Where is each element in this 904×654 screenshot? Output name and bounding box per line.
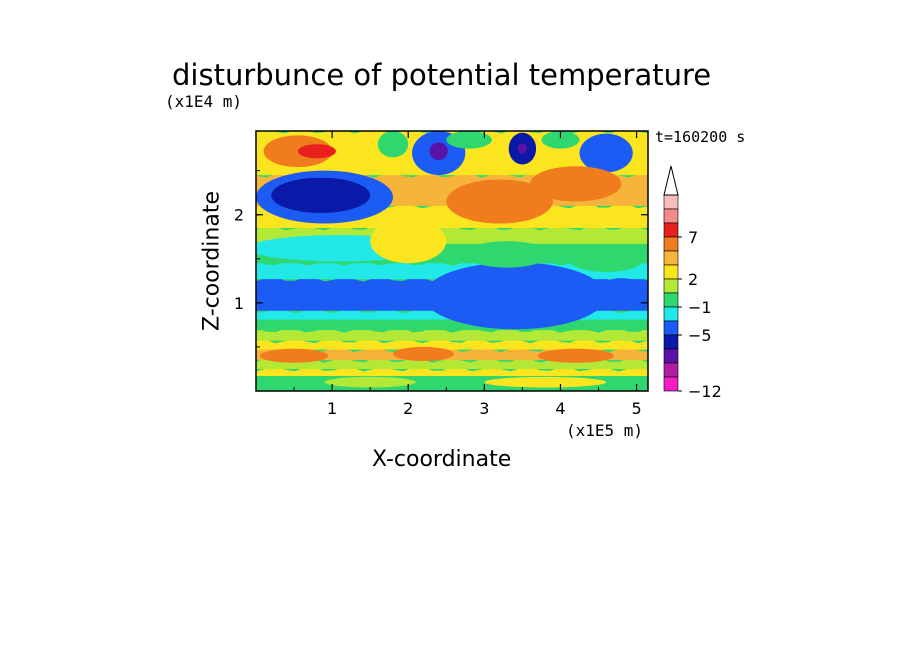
contour-band [256,317,648,331]
colorbar-swatch [663,320,679,336]
colorbar-swatch [663,208,679,224]
colorbar-tick-label: −12 [688,382,722,401]
x-axis-multiplier: (x1E5 m) [566,421,644,440]
colorbar-swatch [663,264,679,280]
colorbar-swatch [663,278,679,294]
contour-patch [263,135,333,168]
x-tick-label: 2 [403,399,413,418]
contour-patch [423,262,607,330]
colorbar-swatch [663,348,679,364]
colorbar-extend-arrow [663,165,679,196]
contour-patch [271,177,371,213]
colorbar-swatch [663,376,679,392]
x-tick-label: 3 [479,399,489,418]
colorbar-swatch [663,306,679,322]
plot-frame [255,130,649,392]
contour-patch [259,348,329,363]
contour-patch [297,144,336,159]
contour-patch [484,376,607,388]
chart-title: disturbunce of potential temperature [172,58,712,92]
colorbar-tick-label: −1 [688,298,712,317]
y-tick-label: 2 [234,206,244,225]
colorbar-tick-label: 2 [688,270,698,289]
x-tick-label: 5 [631,399,641,418]
contour-patch [517,143,527,154]
contour-patch [393,346,454,362]
colorbar-swatch [663,236,679,252]
contour-patch [594,278,648,310]
colorbar-swatch [663,194,679,210]
contour-patch [446,131,492,149]
colorbar-swatch [663,362,679,378]
x-tick-label: 1 [327,399,337,418]
colorbar-tick-label: 7 [688,228,698,247]
colorbar-swatch [663,292,679,308]
contour-band [256,338,648,350]
contour-patch [377,131,409,158]
plot-area [256,131,648,391]
contour-patch [324,376,416,388]
contour-patch [568,245,645,273]
contour-patch [429,142,448,161]
contour-patch [541,131,580,149]
contour-patch [530,166,622,202]
contour-band [256,327,648,341]
colorbar-swatch [663,250,679,266]
colorbar-tick-label: −5 [688,326,712,345]
x-tick-label: 4 [555,399,565,418]
colorbar-swatch [663,334,679,350]
colorbar-swatch [663,222,679,238]
contour-patch [537,348,614,363]
time-label: t=160200 s [655,128,746,146]
y-tick-label: 1 [234,294,244,313]
contour-patch [370,219,447,264]
contour-patch [446,179,553,224]
y-axis-multiplier: (x1E4 m) [165,92,243,111]
contour-patch [579,133,633,173]
contour-patch [465,241,550,268]
x-axis-label: X-coordinate [372,447,512,472]
